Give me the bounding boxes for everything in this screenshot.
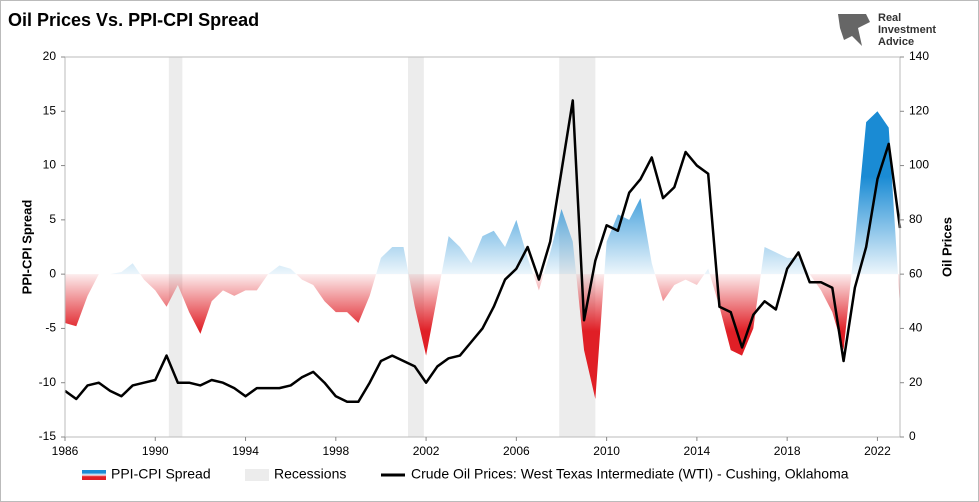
x-tick-label: 2022: [864, 444, 891, 458]
recession-band: [168, 57, 183, 437]
x-tick-label: 2010: [593, 444, 620, 458]
y-tick-label: 10: [43, 158, 57, 172]
legend-swatch: [82, 470, 106, 480]
y2-tick-label: 0: [909, 429, 916, 443]
chart-title: Oil Prices Vs. PPI-CPI Spread: [8, 10, 259, 30]
y2-tick-label: 80: [909, 212, 923, 226]
legend-label: PPI-CPI Spread: [111, 466, 211, 482]
x-tick-label: 1990: [142, 444, 169, 458]
plot-frame: [64, 56, 901, 438]
spread-area: [65, 111, 900, 400]
x-tick-label: 2014: [684, 444, 711, 458]
logo-text: Real: [878, 12, 901, 24]
logo-icon: [838, 14, 870, 46]
y-tick-label: 5: [49, 212, 56, 226]
x-tick-label: 1998: [322, 444, 349, 458]
oil-line: [64, 99, 902, 403]
x-tick-label: 1986: [52, 444, 79, 458]
y2-tick-label: 40: [909, 321, 923, 335]
y2-tick-label: 100: [909, 158, 929, 172]
y-tick-label: -15: [39, 429, 57, 443]
legend-label: Crude Oil Prices: West Texas Intermediat…: [411, 466, 849, 482]
logo-text: Advice: [878, 36, 914, 48]
y2-tick-label: 120: [909, 103, 929, 117]
x-tick-label: 2018: [774, 444, 801, 458]
plot-area: [64, 56, 902, 438]
y-tick-label: -5: [45, 321, 56, 335]
y-tick-label: -10: [39, 375, 57, 389]
y-tick-label: 15: [43, 103, 57, 117]
y2-tick-label: 60: [909, 266, 923, 280]
x-tick-label: 2002: [413, 444, 440, 458]
y2-axis-title: Oil Prices: [939, 217, 954, 277]
legend-swatch: [245, 469, 269, 481]
logo: Real Investment Advice: [838, 12, 936, 48]
x-tick-label: 1994: [232, 444, 259, 458]
logo-text: Investment: [878, 24, 936, 36]
y-tick-label: 20: [43, 49, 57, 63]
y-axis-title: PPI-CPI Spread: [19, 200, 34, 295]
recession-band: [408, 57, 424, 437]
y2-tick-label: 140: [909, 49, 929, 63]
legend-label: Recessions: [274, 466, 346, 482]
x-tick-label: 2006: [503, 444, 530, 458]
y2-tick-label: 20: [909, 375, 923, 389]
legend: PPI-CPI Spread Recessions Crude Oil Prices…: [82, 466, 849, 482]
y-tick-label: 0: [49, 266, 56, 280]
